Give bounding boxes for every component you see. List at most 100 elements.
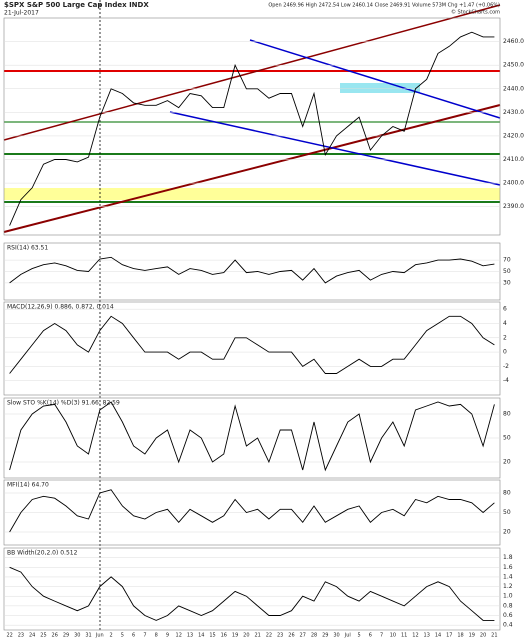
x-tick-label: 23 (18, 633, 24, 639)
x-tick-label: 24 (29, 633, 35, 639)
y-tick-label: 1.8 (503, 554, 513, 561)
x-tick-label: 19 (232, 633, 238, 639)
y-tick-label: 6 (503, 306, 507, 313)
y-tick-label: 80 (503, 490, 511, 497)
x-tick-label: 13 (424, 633, 430, 639)
x-tick-label: 9 (166, 633, 169, 639)
series-line (9, 315, 495, 374)
x-tick-label: 7 (380, 633, 383, 639)
x-tick-label: 25 (40, 633, 46, 639)
x-tick-label: 22 (266, 633, 272, 639)
y-tick-label: 4 (503, 320, 507, 327)
y-tick-label: 50 (503, 509, 511, 516)
x-tick-label: 29 (322, 633, 328, 639)
x-tick-label: 16 (221, 633, 227, 639)
x-tick-label: 30 (74, 633, 80, 639)
y-tick-label: -4 (503, 377, 509, 384)
x-tick-label: 13 (187, 633, 193, 639)
x-tick-label: 6 (132, 633, 135, 639)
x-tick-label: 21 (254, 633, 260, 639)
x-tick-label: 12 (176, 633, 182, 639)
x-tick-label: 15 (209, 633, 215, 639)
series-line (9, 401, 495, 472)
panel-label: MFI(14) 64.70 (7, 482, 49, 489)
cyan-zone (340, 83, 420, 93)
x-tick-label: 17 (446, 633, 452, 639)
x-tick-label: 14 (198, 633, 204, 639)
y-tick-label: 0 (503, 349, 507, 356)
x-tick-label: 29 (63, 633, 69, 639)
x-tick-label: 21 (491, 633, 497, 639)
panel-frame (3, 547, 501, 631)
x-tick-label: 8 (155, 633, 158, 639)
series-line (9, 31, 495, 226)
x-tick-label: 12 (412, 633, 418, 639)
trend-line (3, 104, 501, 233)
series-line (9, 489, 495, 533)
x-tick-label: 26 (288, 633, 294, 639)
series-line (9, 256, 495, 284)
y-tick-label: 2430.0 (503, 109, 524, 116)
x-tick-label: 19 (469, 633, 475, 639)
y-tick-label: 80 (503, 411, 511, 418)
x-tick-label: 10 (390, 633, 396, 639)
x-tick-label: Jun (95, 633, 104, 639)
x-tick-label: 5 (121, 633, 124, 639)
panel-frame (3, 301, 501, 396)
x-tick-label: 7 (143, 633, 146, 639)
y-tick-label: 2390.0 (503, 203, 524, 210)
y-tick-label: 2400.0 (503, 180, 524, 187)
y-tick-label: 30 (503, 279, 511, 286)
panel-frame (3, 17, 501, 236)
x-tick-label: 30 (333, 633, 339, 639)
panel-label: BB Width(20,2.0) 0.512 (7, 550, 78, 557)
x-tick-label: 23 (277, 633, 283, 639)
x-tick-label: 20 (243, 633, 249, 639)
y-tick-label: 1.6 (503, 564, 513, 571)
y-tick-label: 2 (503, 334, 507, 341)
y-tick-label: 2410.0 (503, 156, 524, 163)
date: 21-Jul-2017 (4, 10, 39, 17)
y-tick-label: 20 (503, 529, 511, 536)
title: $SPX S&P 500 Large Cap Index INDX (4, 1, 149, 9)
trend-line (249, 39, 501, 119)
y-tick-label: 0.6 (503, 612, 513, 619)
trend-line (3, 4, 501, 141)
x-tick-label: 31 (85, 633, 91, 639)
trend-line (169, 111, 501, 186)
y-tick-label: 2440.0 (503, 85, 524, 92)
y-tick-label: 0.8 (503, 602, 513, 609)
source: © StockCharts.com (451, 9, 500, 16)
x-tick-label: 18 (457, 633, 463, 639)
x-tick-label: 6 (369, 633, 372, 639)
x-tick-label: 22 (6, 633, 12, 639)
y-tick-label: 2420.0 (503, 132, 524, 139)
x-tick-label: 2 (109, 633, 112, 639)
y-tick-label: 20 (503, 459, 511, 466)
y-tick-label: 0.4 (503, 622, 513, 629)
x-tick-label: 28 (311, 633, 317, 639)
y-tick-label: 1.4 (503, 573, 513, 580)
y-tick-label: 2450.0 (503, 62, 524, 69)
x-tick-label: 14 (435, 633, 441, 639)
x-tick-label: Jul (344, 633, 351, 639)
x-tick-label: 27 (300, 633, 306, 639)
quote: Open 2469.96 High 2472.54 Low 2460.14 Cl… (268, 3, 500, 9)
y-tick-label: 1.0 (503, 593, 513, 600)
x-tick-label: 5 (357, 633, 360, 639)
y-tick-label: 70 (503, 257, 511, 264)
y-tick-label: 50 (503, 268, 511, 275)
x-tick-label: 26 (52, 633, 58, 639)
panel-label: Slow STO %K(14) %D(3) 91.66, 82.59 (7, 400, 120, 407)
panel-label: MACD(12,26,9) 0.886, 0.872, 0.014 (7, 304, 114, 311)
series-line (9, 566, 495, 621)
x-tick-label: 11 (401, 633, 407, 639)
y-tick-label: -2 (503, 363, 509, 370)
y-tick-label: 2460.0 (503, 38, 524, 45)
x-tick-label: 20 (480, 633, 486, 639)
panel-label: RSI(14) 63.51 (7, 245, 48, 252)
y-tick-label: 1.2 (503, 583, 513, 590)
y-tick-label: 50 (503, 435, 511, 442)
